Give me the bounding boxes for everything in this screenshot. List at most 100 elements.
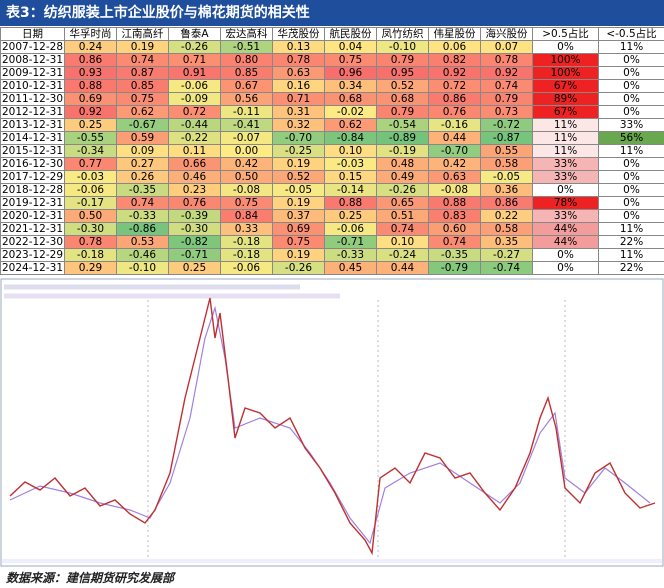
value-cell: 67%	[532, 79, 599, 93]
value-cell: -0.44	[168, 118, 221, 132]
value-cell: -0.41	[220, 118, 273, 132]
value-cell: 0.50	[64, 209, 117, 223]
column-header: 凤竹纺织	[376, 27, 429, 41]
chart-frame	[0, 278, 664, 567]
value-cell: 0.53	[116, 235, 169, 249]
table-row: 2019-12-31 -0.17 0.74 0.76 0.75 0.19 0.88 0.65 0…	[0, 196, 664, 210]
value-cell: 0.84	[220, 209, 273, 223]
value-cell: 0.74	[480, 79, 533, 93]
table-row: 2007-12-28 0.24 0.19 -0.26 -0.51 0.13 0.04 -0.1…	[0, 40, 664, 54]
table-row: 2014-12-31 -0.55 0.59 -0.22 -0.07 -0.70 -0.84-…	[0, 131, 664, 145]
value-cell: 0.92	[428, 66, 481, 80]
value-cell: 0.67	[220, 79, 273, 93]
value-cell: 0.42	[428, 157, 481, 171]
value-cell: -0.24	[376, 248, 429, 262]
value-cell: 0.23	[168, 183, 221, 197]
value-cell: 22%	[598, 261, 664, 275]
date-cell: 2010-12-31	[0, 79, 65, 93]
value-cell: 0.33	[220, 222, 273, 236]
price-average	[9, 305, 651, 545]
value-cell: 0%	[598, 209, 664, 223]
value-cell: 0.66	[168, 157, 221, 171]
value-cell: 0.91	[168, 66, 221, 80]
value-cell: 22%	[598, 235, 664, 249]
value-cell: 0.69	[272, 222, 325, 236]
value-cell: -0.30	[64, 222, 117, 236]
column-header: 海兴股份	[480, 27, 533, 41]
value-cell: 0%	[598, 92, 664, 106]
value-cell: 0.69	[64, 92, 117, 106]
value-cell: 0.85	[116, 79, 169, 93]
value-cell: 0.26	[116, 170, 169, 184]
value-cell: 11%	[532, 144, 599, 158]
value-cell: 0.50	[220, 170, 273, 184]
value-cell: -0.33	[324, 248, 377, 262]
value-cell: 0.68	[324, 92, 377, 106]
value-cell: -0.39	[168, 209, 221, 223]
value-cell: 0.92	[64, 105, 117, 119]
value-cell: 0.74	[116, 196, 169, 210]
value-cell: 0.65	[376, 196, 429, 210]
value-cell: 11%	[598, 40, 664, 54]
value-cell: 0.25	[324, 209, 377, 223]
value-cell: 0.34	[324, 79, 377, 93]
value-cell: -0.27	[480, 248, 533, 262]
value-cell: -0.25	[272, 144, 325, 158]
correlation-table: 日期 华孚时尚 江南高纤 鲁泰A 宏达高科 华茂股份 航民股份 凤竹纺织 伟星股份 海兴股份 >0.…	[0, 27, 664, 275]
value-cell: 0.10	[376, 235, 429, 249]
value-cell: -0.06	[324, 222, 377, 236]
value-cell: 0.56	[220, 92, 273, 106]
value-cell: 0.00	[220, 144, 273, 158]
value-cell: 44%	[532, 235, 599, 249]
value-cell: -0.87	[480, 131, 533, 145]
header-row: 日期 华孚时尚 江南高纤 鲁泰A 宏达高科 华茂股份 航民股份 凤竹纺织 伟星股份 海兴股份 >0.…	[0, 27, 664, 41]
value-cell: 0.78	[272, 53, 325, 67]
value-cell: 0.44	[376, 261, 429, 275]
value-cell: 89%	[532, 92, 599, 106]
value-cell: -0.54	[376, 118, 429, 132]
value-cell: -0.08	[428, 183, 481, 197]
date-cell: 2014-12-31	[0, 131, 65, 145]
value-cell: 0.87	[116, 66, 169, 80]
value-cell: 0.79	[376, 105, 429, 119]
date-cell: 2022-12-30	[0, 235, 65, 249]
value-cell: 0.16	[272, 79, 325, 93]
value-cell: -0.72	[480, 118, 533, 132]
date-cell: 2016-12-30	[0, 157, 65, 171]
table-row: 2024-12-31 0.29 -0.10 0.25 -0.06 -0.26 0.45 0.4…	[0, 261, 664, 275]
value-cell: 0.32	[272, 118, 325, 132]
value-cell: -0.67	[116, 118, 169, 132]
column-header: 伟星股份	[428, 27, 481, 41]
value-cell: 0.76	[428, 105, 481, 119]
value-cell: 33%	[598, 118, 664, 132]
value-cell: 0.58	[480, 222, 533, 236]
value-cell: 0%	[598, 79, 664, 93]
column-header: >0.5占比	[532, 27, 599, 41]
value-cell: -0.84	[324, 131, 377, 145]
value-cell: 0.85	[220, 66, 273, 80]
value-cell: 0%	[532, 261, 599, 275]
value-cell: -0.18	[220, 235, 273, 249]
value-cell: 33%	[532, 209, 599, 223]
value-cell: -0.05	[272, 183, 325, 197]
value-cell: 0.62	[324, 118, 377, 132]
value-cell: 0.77	[64, 157, 117, 171]
value-cell: 56%	[598, 131, 664, 145]
value-cell: 0.19	[116, 40, 169, 54]
value-cell: 0.73	[480, 105, 533, 119]
value-cell: 0.11	[168, 144, 221, 158]
value-cell: 0.75	[272, 235, 325, 249]
table-row: 2023-12-29 -0.18 -0.46 -0.71 -0.18 0.19 -0.33-…	[0, 248, 664, 262]
x-axis-strip	[2, 559, 662, 563]
value-cell: 0%	[598, 183, 664, 197]
table-row: 2011-12-30 0.69 0.75 -0.09 0.56 0.71 0.68 0.68 0…	[0, 92, 664, 106]
column-header: 航民股份	[324, 27, 377, 41]
futures-chart	[0, 278, 664, 567]
table-row: 2009-12-31 0.93 0.87 0.91 0.85 0.63 0.96 0.95 0.…	[0, 66, 664, 80]
value-cell: -0.30	[168, 222, 221, 236]
column-header: 宏达高科	[220, 27, 273, 41]
value-cell: -0.14	[324, 183, 377, 197]
date-cell: 2024-12-31	[0, 261, 65, 275]
value-cell: 0.88	[324, 196, 377, 210]
value-cell: -0.26	[272, 261, 325, 275]
